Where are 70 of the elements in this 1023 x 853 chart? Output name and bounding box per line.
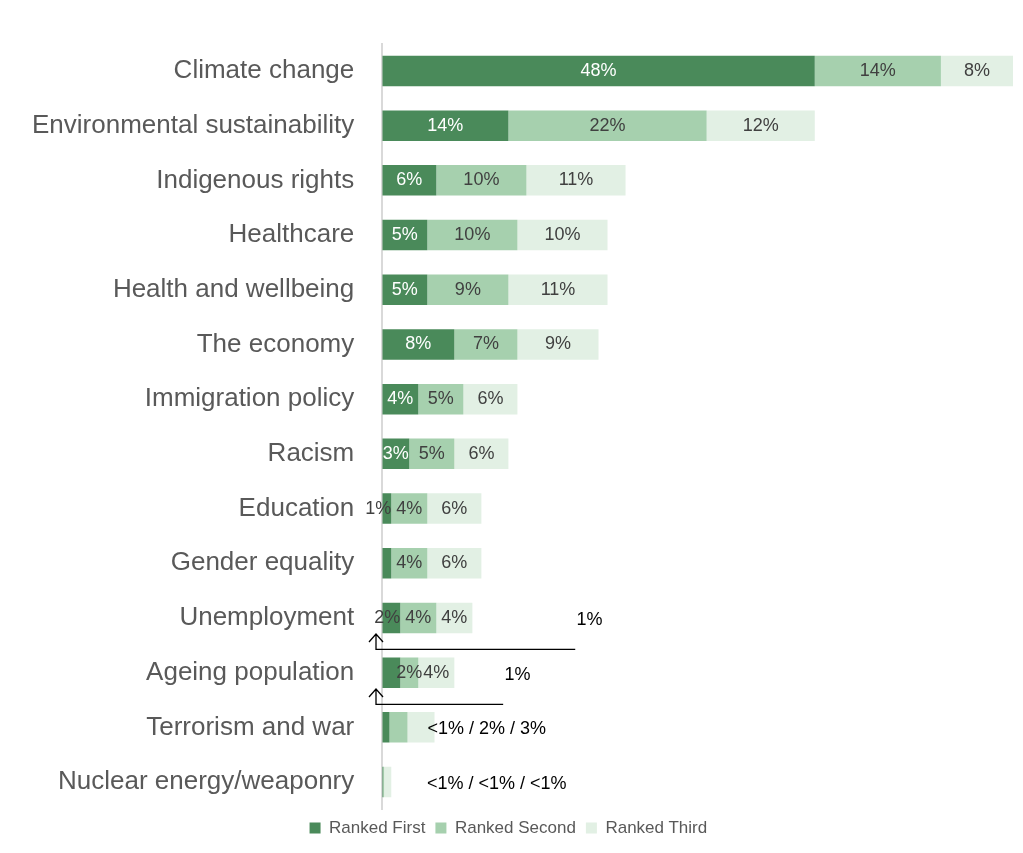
bar <box>427 274 509 306</box>
data-label: 6% <box>396 169 423 190</box>
data-label: 7% <box>472 333 499 354</box>
data-label: 4% <box>396 497 423 518</box>
bar <box>517 219 608 251</box>
bar <box>526 165 626 196</box>
y-tick-label: Immigration policy <box>144 382 355 413</box>
bar <box>814 55 941 87</box>
y-tick-label: The economy <box>196 327 355 358</box>
data-label: 9% <box>454 278 481 299</box>
bar <box>454 329 518 360</box>
y-tick-label: Ageing population <box>146 655 355 686</box>
bar <box>508 110 707 141</box>
data-label: 4% <box>387 388 414 409</box>
y-tick-label: Terrorism and war <box>146 710 355 741</box>
bar <box>382 110 509 141</box>
data-label: 4% <box>423 661 450 682</box>
annotation: 1% <box>576 608 603 629</box>
data-label: 11% <box>558 169 594 190</box>
bar <box>517 329 599 360</box>
data-label: 8% <box>963 59 990 80</box>
data-label: 10% <box>454 224 491 245</box>
data-label: 5% <box>391 224 418 245</box>
annotation: <1% / 2% / 3% <box>427 718 547 739</box>
y-tick-label: Climate change <box>173 54 355 85</box>
annotation: 1% <box>504 663 531 684</box>
data-label: 22% <box>589 114 626 135</box>
bar <box>382 55 815 87</box>
bar <box>382 547 392 579</box>
data-label: 6% <box>477 388 504 409</box>
data-label: 8% <box>405 333 432 354</box>
data-label: 4% <box>396 552 423 573</box>
legend-label: Ranked First <box>329 817 426 837</box>
data-label: 4% <box>405 606 432 627</box>
data-label: 10% <box>463 169 500 190</box>
data-label: 4% <box>441 606 468 627</box>
data-label: 5% <box>427 388 454 409</box>
y-tick-label: Health and wellbeing <box>112 272 355 303</box>
y-tick-label: Racism <box>267 437 355 468</box>
bar <box>706 110 815 141</box>
bar <box>508 274 608 306</box>
data-label: 5% <box>418 442 445 463</box>
data-label: 5% <box>391 278 418 299</box>
bar <box>427 493 482 524</box>
y-tick-label: Unemployment <box>179 601 356 632</box>
data-label: 6% <box>441 552 468 573</box>
y-tick-label: Healthcare <box>228 218 355 249</box>
bar <box>389 712 408 743</box>
data-label: 12% <box>742 114 779 135</box>
data-label: 14% <box>859 59 896 80</box>
legend-label: Ranked Third <box>605 817 708 837</box>
data-label: 14% <box>427 114 464 135</box>
data-label: 9% <box>544 333 571 354</box>
data-label: 3% <box>382 442 409 463</box>
bar <box>436 165 527 196</box>
data-label: 6% <box>441 497 468 518</box>
data-label: 6% <box>468 442 495 463</box>
annotation: <1% / <1% / <1% <box>426 773 567 794</box>
data-label: 11% <box>540 278 576 299</box>
y-tick-label: Gender equality <box>170 546 355 577</box>
legend-label: Ranked Second <box>454 817 576 837</box>
y-tick-label: Indigenous rights <box>156 163 355 194</box>
data-label: 10% <box>544 224 581 245</box>
y-tick-label: Environmental sustainability <box>31 108 355 139</box>
y-tick-label: Nuclear energy/weaponry <box>57 765 355 796</box>
bar <box>382 329 455 360</box>
bar <box>427 547 482 579</box>
bar <box>384 766 392 798</box>
y-tick-label: Education <box>238 491 355 522</box>
data-label: 48% <box>580 59 617 80</box>
